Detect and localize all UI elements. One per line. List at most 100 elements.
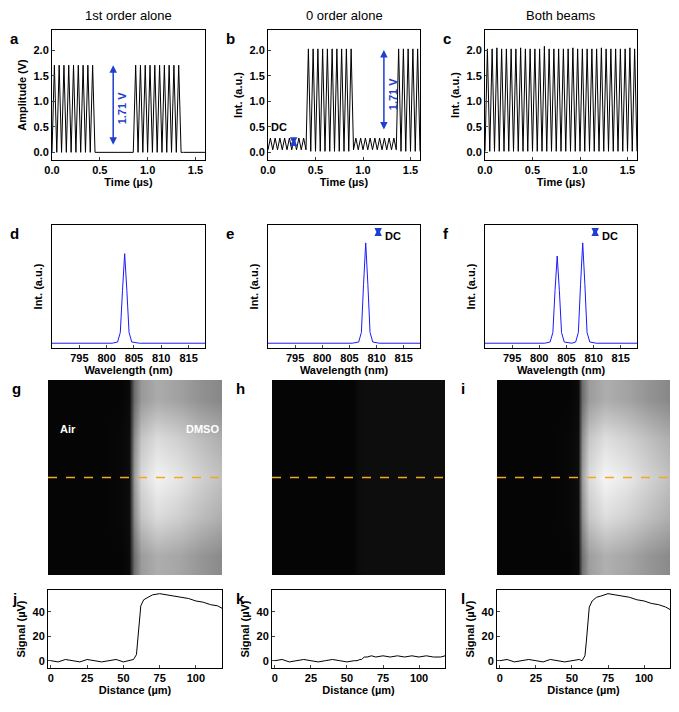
svg-text:0 order alone: 0 order alone <box>306 8 383 23</box>
svg-text:1.0: 1.0 <box>467 95 482 107</box>
svg-text:815: 815 <box>395 352 413 364</box>
svg-text:Amplitude (V): Amplitude (V) <box>16 59 28 131</box>
svg-text:a: a <box>10 30 19 47</box>
svg-text:75: 75 <box>602 672 614 684</box>
svg-text:75: 75 <box>154 672 166 684</box>
svg-text:0: 0 <box>272 672 278 684</box>
svg-text:0: 0 <box>39 655 45 667</box>
svg-text:0.5: 0.5 <box>467 121 482 133</box>
svg-text:100: 100 <box>410 672 428 684</box>
svg-text:50: 50 <box>341 672 353 684</box>
svg-text:50: 50 <box>117 672 129 684</box>
svg-text:800: 800 <box>313 352 331 364</box>
svg-text:h: h <box>236 380 245 397</box>
svg-text:1.5: 1.5 <box>250 70 265 82</box>
svg-text:Signal (µV): Signal (µV) <box>464 600 476 657</box>
svg-text:2.0: 2.0 <box>34 44 49 56</box>
svg-text:Distance (µm): Distance (µm) <box>99 684 172 696</box>
svg-text:DMSO: DMSO <box>186 423 219 435</box>
svg-text:795: 795 <box>286 352 304 364</box>
svg-text:Signal (µV): Signal (µV) <box>239 600 251 657</box>
svg-text:795: 795 <box>70 352 88 364</box>
svg-text:1.0: 1.0 <box>355 164 370 176</box>
svg-text:1.0: 1.0 <box>250 95 265 107</box>
svg-text:805: 805 <box>340 352 358 364</box>
svg-text:0: 0 <box>263 655 269 667</box>
svg-text:0.5: 0.5 <box>250 121 265 133</box>
svg-text:25: 25 <box>530 672 542 684</box>
svg-text:Int. (a.u.): Int. (a.u.) <box>232 72 244 118</box>
svg-text:100: 100 <box>635 672 653 684</box>
svg-text:0.5: 0.5 <box>308 164 323 176</box>
svg-text:l: l <box>461 590 465 607</box>
svg-text:100: 100 <box>187 672 205 684</box>
svg-text:j: j <box>12 590 17 607</box>
svg-text:Wavelength (nm): Wavelength (nm) <box>84 364 173 376</box>
svg-text:Signal (µV): Signal (µV) <box>15 600 27 657</box>
svg-text:25: 25 <box>305 672 317 684</box>
svg-text:Time (µs): Time (µs) <box>320 176 369 188</box>
svg-text:0: 0 <box>48 672 54 684</box>
svg-text:800: 800 <box>97 352 115 364</box>
svg-text:20: 20 <box>33 630 45 642</box>
svg-text:e: e <box>226 225 234 242</box>
svg-text:1.5: 1.5 <box>467 70 482 82</box>
svg-text:Int. (a.u.): Int. (a.u.) <box>449 72 461 118</box>
svg-text:1.5: 1.5 <box>34 70 49 82</box>
svg-text:40: 40 <box>482 606 494 618</box>
svg-text:1.0: 1.0 <box>34 95 49 107</box>
svg-text:1.5: 1.5 <box>188 164 203 176</box>
svg-text:DC: DC <box>602 230 618 242</box>
svg-text:c: c <box>443 30 451 47</box>
svg-text:815: 815 <box>179 352 197 364</box>
svg-text:815: 815 <box>612 352 630 364</box>
svg-text:b: b <box>226 30 235 47</box>
svg-text:75: 75 <box>377 672 389 684</box>
svg-text:810: 810 <box>152 352 170 364</box>
svg-text:Int. (a.u.): Int. (a.u.) <box>32 263 44 309</box>
svg-text:1.5: 1.5 <box>620 164 635 176</box>
svg-text:1.5: 1.5 <box>403 164 418 176</box>
svg-text:0.0: 0.0 <box>467 146 482 158</box>
svg-text:0.5: 0.5 <box>92 164 107 176</box>
svg-text:d: d <box>10 225 19 242</box>
svg-text:20: 20 <box>482 630 494 642</box>
svg-text:DC: DC <box>271 121 287 133</box>
svg-text:Int. (a.u.): Int. (a.u.) <box>465 263 477 309</box>
svg-text:0.0: 0.0 <box>250 146 265 158</box>
svg-text:1st order alone: 1st order alone <box>85 8 172 23</box>
svg-text:800: 800 <box>530 352 548 364</box>
svg-text:0.0: 0.0 <box>34 146 49 158</box>
svg-text:i: i <box>461 380 465 397</box>
svg-text:40: 40 <box>257 606 269 618</box>
svg-text:Distance (µm): Distance (µm) <box>547 684 620 696</box>
svg-text:1.71 V: 1.71 V <box>116 92 128 124</box>
svg-text:0.0: 0.0 <box>477 164 492 176</box>
svg-text:1.71 V: 1.71 V <box>387 78 399 110</box>
svg-text:k: k <box>236 590 245 607</box>
svg-text:Time (µs): Time (µs) <box>537 176 586 188</box>
svg-text:0.5: 0.5 <box>34 121 49 133</box>
svg-text:1.0: 1.0 <box>140 164 155 176</box>
svg-text:DC: DC <box>385 230 401 242</box>
svg-text:0.5: 0.5 <box>525 164 540 176</box>
svg-text:f: f <box>443 225 449 242</box>
svg-text:0: 0 <box>488 655 494 667</box>
svg-text:50: 50 <box>566 672 578 684</box>
svg-text:795: 795 <box>503 352 521 364</box>
svg-text:810: 810 <box>367 352 385 364</box>
svg-text:Wavelength (nm): Wavelength (nm) <box>517 364 606 376</box>
svg-text:40: 40 <box>33 606 45 618</box>
svg-text:Both beams: Both beams <box>526 8 596 23</box>
svg-text:0: 0 <box>497 672 503 684</box>
svg-text:2.0: 2.0 <box>250 44 265 56</box>
svg-text:Int. (a.u.): Int. (a.u.) <box>248 263 260 309</box>
svg-text:2.0: 2.0 <box>467 44 482 56</box>
svg-text:g: g <box>12 380 21 397</box>
svg-text:805: 805 <box>557 352 575 364</box>
svg-text:810: 810 <box>584 352 602 364</box>
svg-text:0.0: 0.0 <box>260 164 275 176</box>
svg-text:0.0: 0.0 <box>44 164 59 176</box>
svg-text:20: 20 <box>257 630 269 642</box>
svg-text:Wavelength (nm): Wavelength (nm) <box>300 364 389 376</box>
